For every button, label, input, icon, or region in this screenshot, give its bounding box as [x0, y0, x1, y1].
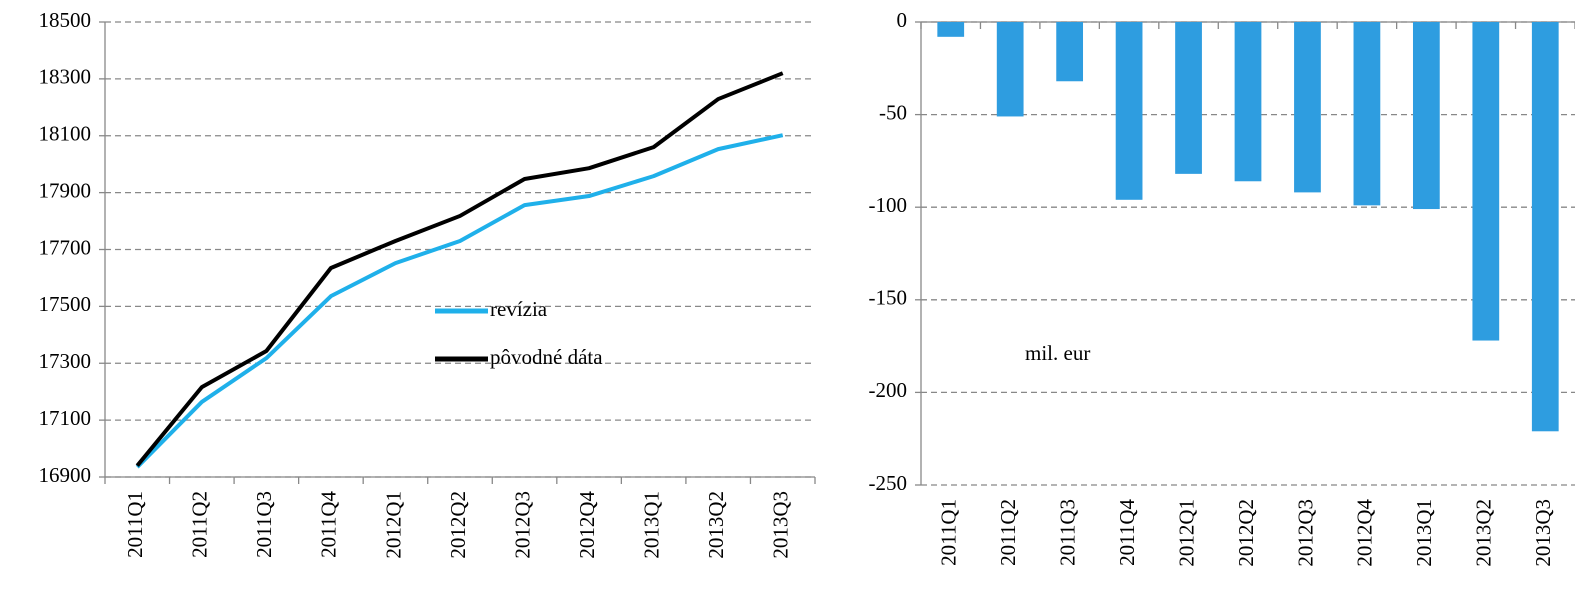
- x-tick-label: 2011Q2: [188, 491, 212, 558]
- x-tick-label: 2013Q1: [1412, 499, 1436, 567]
- x-tick-label: 2012Q3: [510, 491, 534, 559]
- x-tick-label: 2013Q3: [769, 491, 793, 559]
- x-tick-label: 2012Q1: [1174, 499, 1198, 567]
- y-tick-label: 17700: [39, 235, 92, 259]
- bar: [1175, 22, 1202, 174]
- x-tick-label: 2013Q3: [1531, 499, 1555, 567]
- y-tick-label: -150: [869, 286, 908, 310]
- x-tick-label: 2011Q3: [1055, 499, 1079, 566]
- x-tick-label: 2012Q2: [446, 491, 470, 559]
- bar: [1234, 22, 1262, 182]
- bar: [1115, 22, 1143, 200]
- line: [135, 133, 784, 469]
- legend-label: pôvodné dáta: [490, 345, 603, 369]
- x-tick-label: 2012Q3: [1293, 499, 1317, 567]
- annotation: mil. eur: [1025, 341, 1090, 365]
- y-tick-label: 17300: [39, 349, 92, 373]
- bar: [1531, 22, 1559, 432]
- bar: [1353, 22, 1381, 206]
- bar: [1294, 22, 1321, 193]
- y-tick-label: 18100: [39, 122, 92, 146]
- x-tick-label: 2011Q2: [996, 499, 1020, 566]
- x-tick-label: 2011Q4: [1115, 499, 1139, 566]
- bar: [1412, 22, 1440, 210]
- y-tick-label: 17100: [39, 406, 92, 430]
- x-tick-label: 2011Q4: [317, 491, 341, 558]
- x-tick-label: 2012Q2: [1234, 499, 1258, 567]
- bar: [1056, 22, 1084, 82]
- x-tick-label: 2013Q1: [639, 491, 663, 559]
- x-tick-label: 2013Q2: [704, 491, 728, 559]
- x-tick-label: 2013Q2: [1472, 499, 1496, 567]
- y-tick-label: -100: [869, 193, 908, 217]
- y-tick-label: 18500: [39, 8, 92, 32]
- bar: [996, 22, 1024, 117]
- bar: [1472, 22, 1500, 341]
- y-tick-label: 16900: [39, 463, 92, 487]
- y-tick-label: -200: [869, 378, 908, 402]
- y-tick-label: 17500: [39, 292, 92, 316]
- x-tick-label: 2011Q1: [123, 491, 147, 558]
- y-tick-label: -250: [869, 471, 908, 495]
- legend-label: revízia: [490, 297, 548, 321]
- x-tick-label: 2011Q1: [937, 499, 961, 566]
- bar: [937, 22, 965, 37]
- x-tick-label: 2012Q4: [1353, 499, 1377, 567]
- x-tick-label: 2012Q1: [381, 491, 405, 559]
- x-tick-label: 2011Q3: [252, 491, 276, 558]
- y-tick-label: -50: [879, 100, 907, 124]
- y-tick-label: 0: [897, 8, 908, 32]
- y-tick-label: 17900: [39, 178, 92, 202]
- y-tick-label: 18300: [39, 65, 92, 89]
- x-tick-label: 2012Q4: [575, 491, 599, 559]
- line: [135, 71, 784, 467]
